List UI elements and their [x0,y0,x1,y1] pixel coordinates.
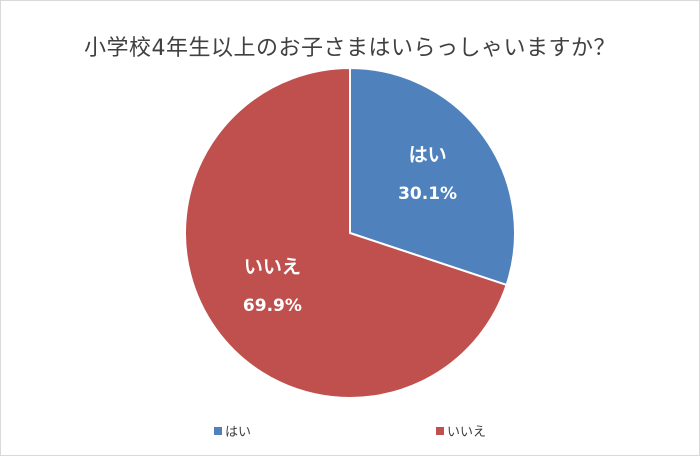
pie-slice-yes [349,66,516,287]
data-label-value-yes: 30.1% [398,184,457,204]
legend-label-yes: はい [225,425,252,440]
data-label-value-no: 69.9% [243,296,302,316]
legend-label-no: いいえ [447,425,487,440]
pie-slice-no [184,66,508,399]
legend-swatch-yes [214,426,222,435]
legend-item-yes: はい [214,421,251,440]
pie-labels: はい 30.1% いいえ 69.9% [243,144,457,316]
legend-swatch-no [436,426,444,435]
legend: はい いいえ [0,421,700,441]
data-label-category-yes: はい [409,144,447,166]
chart-title: 小学校4年生以上のお子さまはいらっしゃいますか？ [84,36,616,61]
legend-item-no: いいえ [436,421,486,440]
pie-slices [184,66,516,399]
data-label-category-no: いいえ [244,256,301,278]
